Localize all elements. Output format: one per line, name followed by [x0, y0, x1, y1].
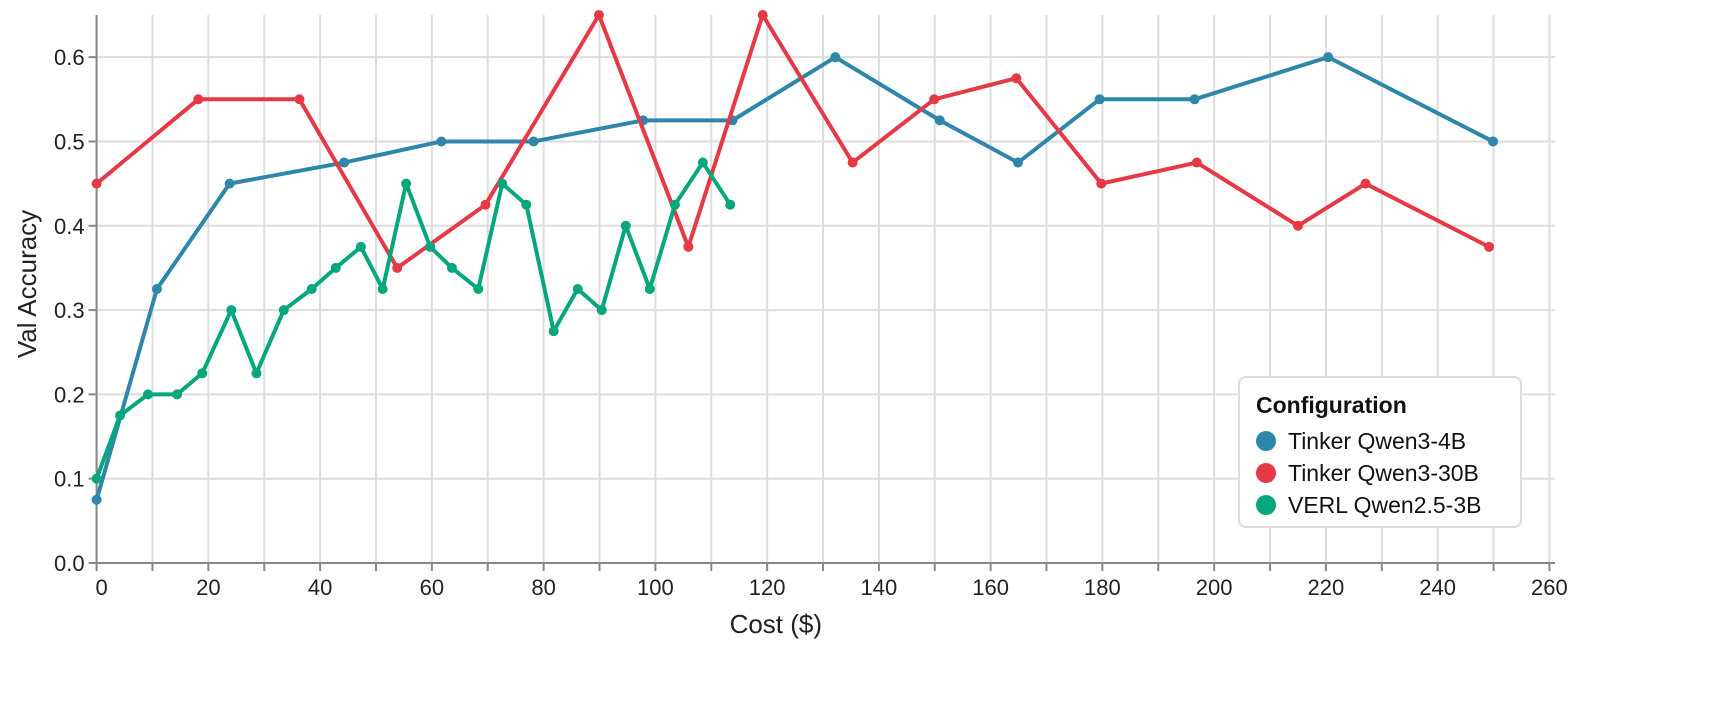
data-point	[620, 220, 631, 231]
x-axis-label: Cost ($)	[730, 609, 822, 639]
y-tick-label: 0.0	[54, 551, 85, 576]
data-point	[521, 199, 532, 210]
series-tinker-qwen3-30b	[91, 10, 1495, 273]
data-point	[306, 284, 317, 294]
data-point	[596, 305, 607, 316]
data-point	[473, 284, 484, 294]
data-point	[172, 389, 183, 400]
data-point	[392, 262, 403, 273]
x-tick-label: 200	[1196, 575, 1233, 600]
data-point	[294, 94, 305, 105]
data-point	[1094, 94, 1105, 105]
data-point	[1189, 94, 1200, 105]
series-line	[94, 160, 732, 480]
data-point	[593, 10, 604, 20]
data-point	[1013, 157, 1024, 168]
data-point	[1011, 73, 1022, 84]
data-point	[1191, 157, 1202, 168]
data-point	[480, 199, 491, 210]
data-point	[91, 178, 102, 189]
data-point	[697, 157, 708, 168]
data-point	[572, 284, 583, 294]
data-point	[497, 178, 508, 189]
data-point	[251, 368, 262, 379]
data-point	[847, 157, 858, 168]
data-point	[683, 241, 694, 252]
data-point	[934, 115, 945, 126]
data-point	[226, 305, 237, 316]
y-tick-label: 0.3	[54, 298, 85, 323]
y-tick-label: 0.2	[54, 382, 85, 407]
x-tick-label: 180	[1084, 575, 1121, 600]
legend-label: Tinker Qwen3-4B	[1288, 427, 1467, 454]
series-line	[95, 13, 1490, 270]
data-point	[197, 368, 208, 379]
y-tick-label: 0.1	[54, 467, 85, 492]
x-tick-label: 20	[196, 575, 220, 600]
data-point	[1360, 178, 1371, 189]
data-point	[548, 326, 559, 337]
legend-label: Tinker Qwen3-30B	[1288, 459, 1479, 486]
x-tick-label: 40	[308, 575, 332, 600]
x-tick-label: 220	[1308, 575, 1345, 600]
data-point	[330, 262, 341, 273]
series-tinker-qwen3-4b	[91, 52, 1498, 505]
data-point	[1487, 136, 1498, 147]
y-axis-label: Val Accuracy	[12, 210, 42, 358]
x-tick-label: 240	[1419, 575, 1456, 600]
data-point	[644, 284, 655, 294]
legend-swatch	[1256, 431, 1276, 451]
series-verl-qwen2-5-3b	[91, 157, 736, 484]
data-point	[725, 199, 736, 210]
data-point	[143, 389, 154, 400]
x-tick-label: 0	[95, 575, 107, 600]
x-tick-label: 60	[420, 575, 444, 600]
data-point	[929, 94, 940, 105]
data-point	[1292, 220, 1303, 231]
legend-swatch	[1256, 495, 1276, 515]
data-point	[757, 10, 768, 20]
data-point	[436, 136, 447, 147]
data-point	[425, 241, 436, 252]
data-point	[446, 262, 457, 273]
data-point	[151, 284, 162, 294]
data-point	[91, 473, 102, 484]
x-tick-label: 160	[972, 575, 1009, 600]
data-point	[528, 136, 539, 147]
x-tick-label: 120	[749, 575, 786, 600]
data-point	[91, 494, 102, 505]
x-tick-label: 140	[861, 575, 898, 600]
y-tick-label: 0.6	[54, 45, 85, 70]
legend-item-tinker-qwen3-30b: Tinker Qwen3-30B	[1256, 457, 1504, 489]
data-point	[193, 94, 204, 105]
x-tick-label: 80	[531, 575, 555, 600]
data-point	[1323, 52, 1334, 63]
data-point	[115, 410, 126, 421]
legend-swatch	[1256, 463, 1276, 483]
data-point	[830, 52, 841, 63]
x-tick-label: 260	[1531, 575, 1568, 600]
data-point	[401, 178, 412, 189]
legend-title: Configuration	[1256, 392, 1407, 418]
x-tick-label: 100	[637, 575, 674, 600]
data-point	[224, 178, 235, 189]
data-point	[278, 305, 289, 316]
data-point	[1096, 178, 1107, 189]
legend-item-tinker-qwen3-4b: Tinker Qwen3-4B	[1256, 425, 1504, 457]
legend: Configuration Tinker Qwen3-4B Tinker Qwe…	[1238, 376, 1522, 528]
data-point	[377, 284, 388, 294]
legend-label: VERL Qwen2.5-3B	[1288, 491, 1482, 518]
y-tick-label: 0.4	[54, 214, 85, 239]
data-point	[1484, 241, 1495, 252]
legend-item-verl-qwen2-5-3b: VERL Qwen2.5-3B	[1256, 489, 1504, 521]
y-tick-label: 0.5	[54, 129, 85, 154]
data-point	[669, 199, 680, 210]
data-point	[339, 157, 350, 168]
data-point	[355, 241, 366, 252]
